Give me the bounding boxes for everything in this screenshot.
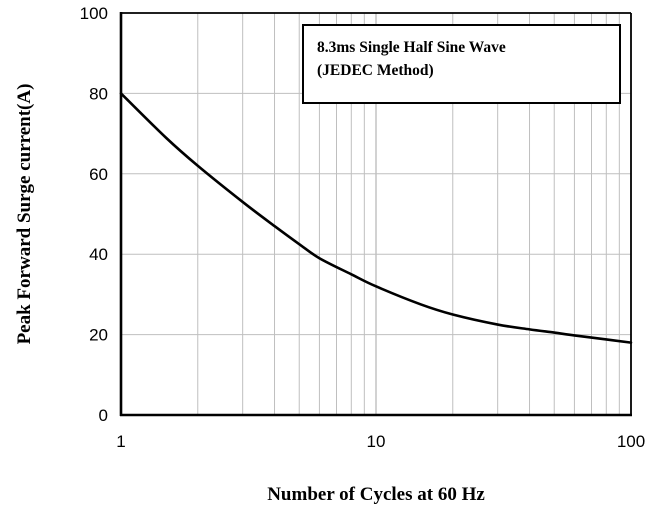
- y-tick-label: 60: [89, 165, 108, 184]
- series-line: [119, 92, 633, 344]
- y-tick-label: 40: [89, 245, 108, 264]
- x-tick-label: 10: [367, 432, 386, 451]
- x-tick-label: 1: [116, 432, 125, 451]
- tick-labels: 0 20 40 60 80 100 1 10 100: [80, 4, 646, 451]
- annotation-line-2: (JEDEC Method): [317, 62, 434, 79]
- annotation-box-border: [302, 24, 621, 104]
- y-tick-label: 0: [99, 406, 108, 425]
- annotation-line-1: 8.3ms Single Half Sine Wave: [317, 39, 506, 56]
- annotation-box: 8.3ms Single Half Sine Wave (JEDEC Metho…: [302, 24, 621, 104]
- y-tick-label: 20: [89, 326, 108, 345]
- y-tick-label: 100: [80, 4, 108, 23]
- y-tick-label: 80: [89, 84, 108, 103]
- series-layer: [119, 92, 633, 344]
- plot-frame: [119, 12, 632, 417]
- x-tick-label: 100: [617, 432, 645, 451]
- x-axis-label: Number of Cycles at 60 Hz: [267, 484, 485, 505]
- y-axis-label: Peak Forward Surge current(A): [14, 84, 35, 345]
